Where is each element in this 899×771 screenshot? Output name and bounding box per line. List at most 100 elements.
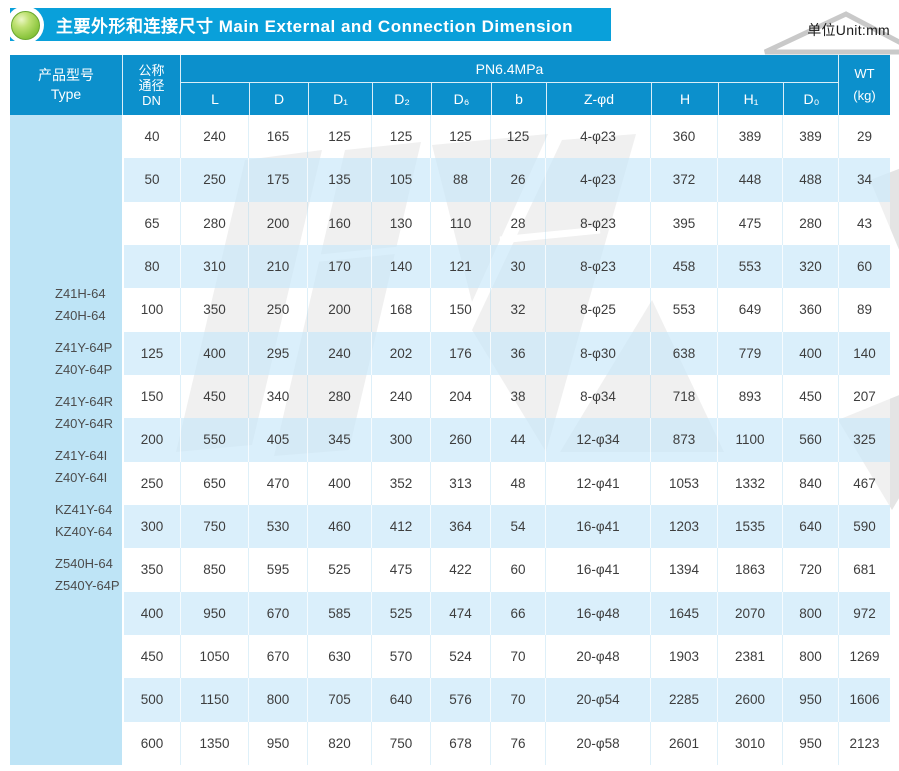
cell: 44 (490, 418, 545, 462)
cell: 1050 (180, 634, 248, 679)
cell: 1332 (717, 461, 782, 505)
product-type-pair: Z41H-64 Z40H-64 (55, 283, 122, 327)
cell: 972 (838, 591, 890, 635)
cell: 1535 (717, 504, 782, 549)
cell: 4-φ23 (545, 115, 650, 159)
product-type: KZ41Y-64 (55, 502, 113, 517)
cell: 250 (180, 158, 248, 202)
green-sphere-icon (6, 6, 44, 44)
header-column: D₆ (431, 83, 491, 115)
cell: 530 (248, 504, 307, 549)
cell: 638 (650, 331, 717, 375)
cell: 553 (717, 244, 782, 289)
product-type: Z40Y-64R (55, 416, 114, 431)
header-column: H₁ (718, 83, 783, 115)
cell: 1053 (650, 461, 717, 505)
cell: 400 (307, 461, 371, 505)
cell: 70 (490, 634, 545, 679)
cell: 4-φ23 (545, 158, 650, 202)
cell: 950 (782, 721, 838, 765)
table-row: 500 1150 800 705 640 576 70 20-φ54 2285 2600 950 16… (124, 678, 890, 722)
header-column: b (491, 83, 546, 115)
cell: 3010 (717, 721, 782, 765)
cell: 200 (248, 201, 307, 245)
table-body: Z41H-64 Z40H-64 Z41Y-64P Z40Y-64P Z41Y-64R Z4… (10, 115, 890, 765)
cell: 595 (248, 548, 307, 592)
type-column: Z41H-64 Z40H-64 Z41Y-64P Z40Y-64P Z41Y-64R Z4… (10, 115, 122, 765)
product-type: KZ40Y-64 (55, 524, 113, 539)
cell: 135 (307, 158, 371, 202)
cell: 140 (838, 331, 890, 375)
cell: 681 (838, 548, 890, 592)
cell: 240 (180, 115, 248, 159)
cell: 950 (782, 678, 838, 722)
cell: 718 (650, 374, 717, 419)
table-row: 100 350 250 200 168 150 32 8-φ25 553 649 360 89 (124, 288, 890, 332)
header-dimension-columns: L D D₁ D₂ D₆ b Z-φd H H₁ D₀ (181, 83, 838, 115)
cell: 60 (490, 548, 545, 592)
product-type: Z41H-64 (55, 286, 106, 301)
header-dn: 公称 通径 DN (122, 55, 180, 115)
cell: 1645 (650, 591, 717, 635)
cell: 36 (490, 331, 545, 375)
header-wt-label: WT (854, 66, 875, 81)
header-dn-line1: 公称 (138, 62, 165, 78)
cell: 412 (371, 504, 430, 549)
cell: 448 (717, 158, 782, 202)
cell: 32 (490, 288, 545, 332)
cell: 550 (180, 418, 248, 462)
cell: 450 (180, 374, 248, 419)
cell: 50 (144, 172, 160, 188)
cell: 150 (430, 288, 490, 332)
cell: 389 (782, 115, 838, 159)
cell: 649 (717, 288, 782, 332)
cell: 16-φ41 (545, 548, 650, 592)
cell: 585 (307, 591, 371, 635)
cell: 1203 (650, 504, 717, 549)
cell: 125 (430, 115, 490, 159)
cell: 20-φ58 (545, 721, 650, 765)
cell: 40 (144, 129, 160, 145)
cell: 176 (430, 331, 490, 375)
cell: 400 (140, 605, 164, 621)
cell: 800 (782, 591, 838, 635)
cell: 460 (307, 504, 371, 549)
cell: 66 (490, 591, 545, 635)
cell: 670 (248, 634, 307, 679)
cell: 207 (838, 374, 890, 419)
cell: 360 (782, 288, 838, 332)
cell: 204 (430, 374, 490, 419)
product-type: Z41Y-64P (55, 340, 113, 355)
cell: 1394 (650, 548, 717, 592)
header-column: D₁ (308, 83, 372, 115)
cell: 400 (782, 331, 838, 375)
cell: 34 (838, 158, 890, 202)
cell: 125 (490, 115, 545, 159)
cell: 110 (430, 201, 490, 245)
cell: 750 (180, 504, 248, 549)
cell: 125 (140, 345, 164, 361)
cell: 313 (430, 461, 490, 505)
cell: 280 (782, 201, 838, 245)
table-body-rows: 40 240 165 125 125 125 125 4-φ23 360 389 389 29 50 25… (124, 115, 890, 765)
cell: 140 (371, 244, 430, 289)
table-row: 50 250 175 135 105 88 26 4-φ23 372 448 488 34 (124, 158, 890, 202)
cell: 525 (307, 548, 371, 592)
page-title: 主要外形和连接尺寸 Main External and Connection D… (56, 17, 574, 36)
cell: 70 (490, 678, 545, 722)
cell: 16-φ41 (545, 504, 650, 549)
product-type-pair: Z41Y-64I Z40Y-64I (55, 445, 122, 489)
cell: 280 (307, 374, 371, 419)
cell: 88 (430, 158, 490, 202)
table-row: 80 310 210 170 140 121 30 8-φ23 458 553 320 60 (124, 244, 890, 289)
product-type-pair: Z41Y-64P Z40Y-64P (55, 337, 122, 381)
cell: 160 (307, 201, 371, 245)
cell: 16-φ48 (545, 591, 650, 635)
cell: 240 (371, 374, 430, 419)
cell: 893 (717, 374, 782, 419)
cell: 640 (371, 678, 430, 722)
product-type-pair: Z540H-64 Z540Y-64P (55, 553, 122, 597)
table-row: 250 650 470 400 352 313 48 12-φ41 1053 1332 840 467 (124, 461, 890, 505)
cell: 720 (782, 548, 838, 592)
cell: 678 (430, 721, 490, 765)
